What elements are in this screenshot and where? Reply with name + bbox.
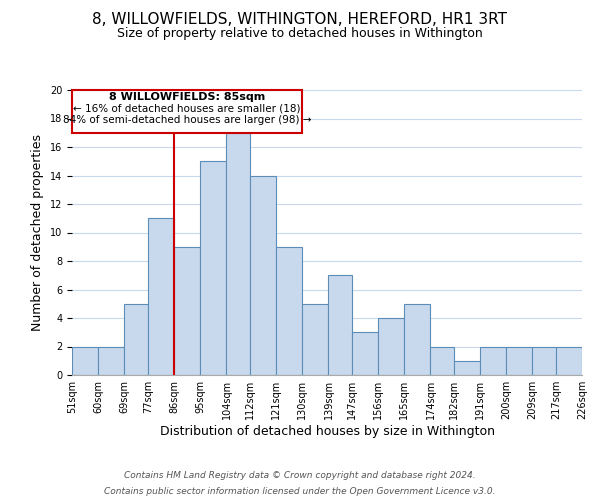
Bar [430,346,454,375]
Bar [556,346,582,375]
Bar [148,218,174,375]
Bar [404,304,430,375]
Bar [328,275,352,375]
Text: 8, WILLOWFIELDS, WITHINGTON, HEREFORD, HR1 3RT: 8, WILLOWFIELDS, WITHINGTON, HEREFORD, H… [92,12,508,28]
Bar [454,361,480,375]
Bar [302,304,328,375]
Text: Contains HM Land Registry data © Crown copyright and database right 2024.: Contains HM Land Registry data © Crown c… [124,472,476,480]
Bar [532,346,556,375]
Bar [174,246,200,375]
Text: 84% of semi-detached houses are larger (98) →: 84% of semi-detached houses are larger (… [63,115,311,125]
Bar [226,132,250,375]
Bar [352,332,378,375]
Bar [72,346,98,375]
Bar [98,346,124,375]
Bar [124,304,148,375]
Text: 8 WILLOWFIELDS: 85sqm: 8 WILLOWFIELDS: 85sqm [109,92,265,102]
X-axis label: Distribution of detached houses by size in Withington: Distribution of detached houses by size … [160,425,494,438]
Bar [480,346,506,375]
Bar [200,161,226,375]
FancyBboxPatch shape [72,90,302,132]
Bar [250,176,276,375]
Y-axis label: Number of detached properties: Number of detached properties [31,134,44,331]
Text: ← 16% of detached houses are smaller (18): ← 16% of detached houses are smaller (18… [73,104,301,114]
Bar [276,246,302,375]
Text: Contains public sector information licensed under the Open Government Licence v3: Contains public sector information licen… [104,486,496,496]
Bar [378,318,404,375]
Text: Size of property relative to detached houses in Withington: Size of property relative to detached ho… [117,28,483,40]
Bar [506,346,532,375]
